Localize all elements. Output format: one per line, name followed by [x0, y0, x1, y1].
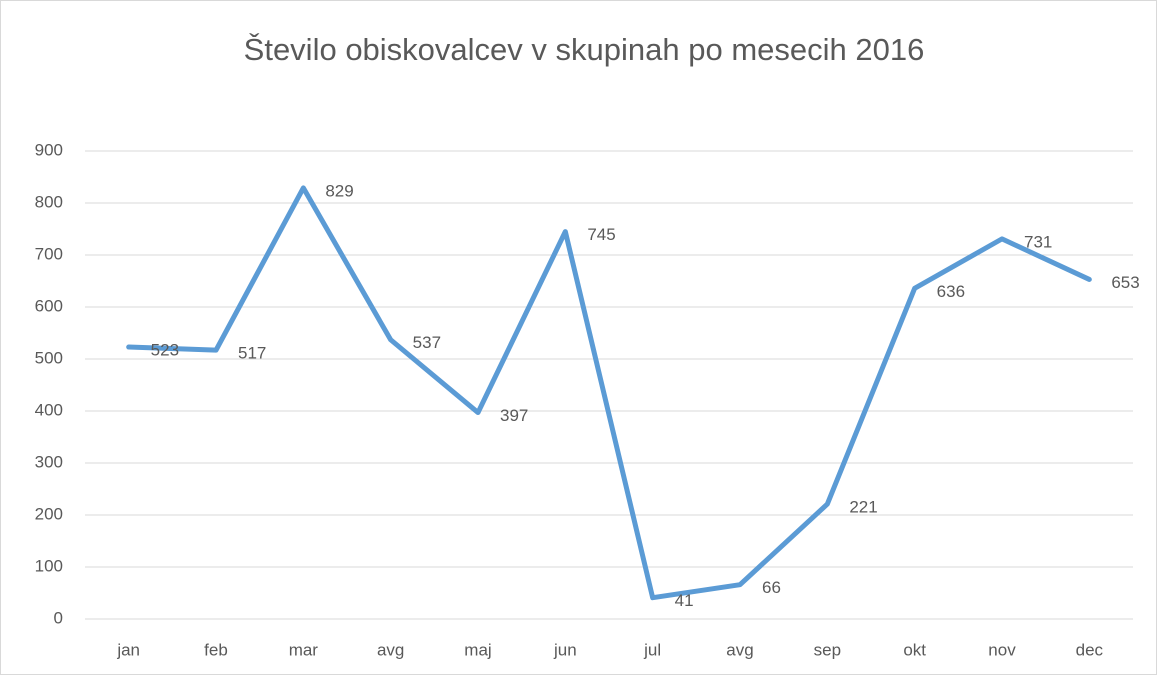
x-tick-label: dec [1076, 640, 1104, 659]
y-tick-label: 300 [35, 452, 63, 471]
y-tick-label: 900 [35, 140, 63, 159]
data-label: 397 [500, 406, 528, 425]
x-tick-label: mar [289, 640, 319, 659]
data-label: 829 [325, 181, 353, 200]
y-tick-label: 500 [35, 348, 63, 367]
chart-title: Število obiskovalcev v skupinah po mesec… [244, 32, 925, 67]
data-label: 523 [151, 341, 179, 360]
y-tick-label: 600 [35, 296, 63, 315]
data-label: 636 [937, 282, 965, 301]
x-tick-label: jul [643, 640, 661, 659]
y-tick-label: 400 [35, 400, 63, 419]
x-tick-label: avg [726, 640, 753, 659]
y-tick-label: 0 [54, 608, 63, 627]
data-label: 66 [762, 578, 781, 597]
x-tick-label: maj [464, 640, 491, 659]
data-label: 653 [1111, 273, 1139, 292]
data-line [126, 185, 1092, 601]
x-tick-label: okt [903, 640, 926, 659]
x-tick-label: jun [553, 640, 577, 659]
y-tick-label: 100 [35, 556, 63, 575]
data-label: 745 [587, 225, 615, 244]
x-tick-label: avg [377, 640, 404, 659]
data-label: 731 [1024, 232, 1052, 251]
y-tick-label: 200 [35, 504, 63, 523]
data-label: 517 [238, 344, 266, 363]
data-label: 537 [413, 333, 441, 352]
x-tick-label: nov [988, 640, 1016, 659]
data-label: 221 [849, 498, 877, 517]
x-tick-label: jan [116, 640, 140, 659]
data-label: 41 [675, 591, 694, 610]
y-tick-label: 800 [35, 192, 63, 211]
y-tick-label: 700 [35, 244, 63, 263]
x-tick-label: sep [814, 640, 841, 659]
x-tick-label: feb [204, 640, 228, 659]
